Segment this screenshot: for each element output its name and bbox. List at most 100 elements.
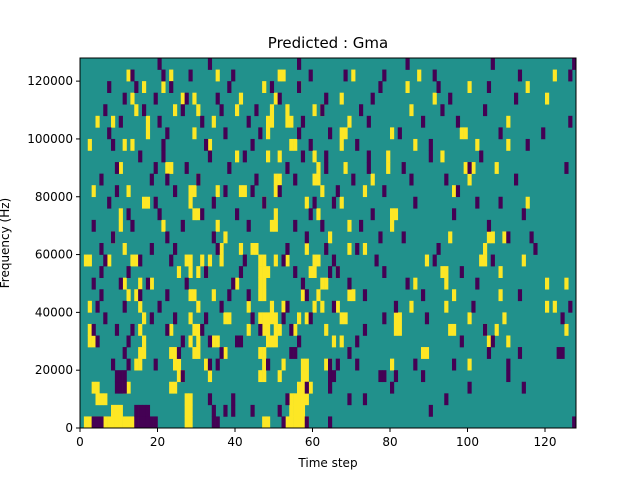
heatmap-cell-low xyxy=(207,393,213,406)
heatmap-cell-low xyxy=(91,219,96,232)
heatmap-cell-low xyxy=(200,208,205,221)
heatmap-cell-low xyxy=(161,138,166,151)
heatmap-cell-high xyxy=(277,323,282,336)
heatmap-cell-low xyxy=(138,150,143,163)
heatmap-cell-high xyxy=(312,300,317,313)
heatmap-cell-high xyxy=(184,393,189,406)
heatmap-cell-low xyxy=(161,69,166,82)
heatmap-cell-low xyxy=(223,185,228,198)
heatmap-cell-low xyxy=(122,370,127,383)
heatmap-cell-high xyxy=(180,92,185,105)
heatmap-cell-low xyxy=(413,196,418,209)
heatmap-cell-high xyxy=(258,266,263,278)
heatmap-cell-low xyxy=(250,185,255,198)
heatmap-cell-low xyxy=(165,173,170,186)
heatmap-cell-low xyxy=(521,381,526,394)
heatmap-cell-high xyxy=(343,127,348,140)
heatmap-cell-high xyxy=(297,393,302,406)
x-axis-label: Time step xyxy=(297,456,357,470)
heatmap-cell-high xyxy=(300,381,306,394)
heatmap-cell-low xyxy=(238,335,244,348)
heatmap-cell-high xyxy=(273,173,278,186)
heatmap-cell-high xyxy=(370,173,375,186)
heatmap-cell-high xyxy=(506,138,511,151)
heatmap-cell-high xyxy=(409,300,414,313)
heatmap-cell-high xyxy=(525,81,530,93)
heatmap-cell-high xyxy=(444,300,449,313)
heatmap-cell-high xyxy=(207,370,213,383)
heatmap-cell-low xyxy=(479,150,484,163)
heatmap-cell-low xyxy=(564,162,569,174)
heatmap-cell-high xyxy=(207,254,213,267)
heatmap-cell-high xyxy=(475,138,480,151)
heatmap-cell-low xyxy=(180,104,185,117)
heatmap-cell-high xyxy=(351,289,356,302)
heatmap-cell-high xyxy=(281,69,286,82)
heatmap-cell-low xyxy=(153,162,158,174)
heatmap-cell-high xyxy=(169,347,174,359)
heatmap-cell-high xyxy=(262,416,267,429)
heatmap-cell-high xyxy=(424,347,430,359)
heatmap-cell-high xyxy=(142,196,147,209)
heatmap-cell-low xyxy=(211,196,216,209)
heatmap-cell-low xyxy=(347,347,352,359)
heatmap-cell-low xyxy=(382,185,387,198)
heatmap-cell-high xyxy=(483,254,488,267)
heatmap-cell-high xyxy=(324,358,329,371)
heatmap-cell-high xyxy=(91,335,96,348)
heatmap-cell-low xyxy=(436,243,441,255)
heatmap-cell-low xyxy=(355,358,360,371)
heatmap-cell-low xyxy=(366,115,371,128)
heatmap-cell-high xyxy=(111,416,116,429)
heatmap-cell-low xyxy=(126,208,131,221)
heatmap-cell-high xyxy=(262,312,267,325)
heatmap-cell-low xyxy=(331,254,337,267)
heatmap-cell-high xyxy=(273,185,278,198)
heatmap-cell-high xyxy=(87,323,92,336)
heatmap-cell-low xyxy=(157,58,162,70)
heatmap-cell-high xyxy=(413,277,418,290)
heatmap-cell-high xyxy=(289,115,294,128)
heatmap-cell-low xyxy=(568,115,573,128)
heatmap-cell-low xyxy=(366,162,371,174)
heatmap-cell-low xyxy=(366,150,371,163)
heatmap-cell-high xyxy=(347,115,352,128)
heatmap-cell-high xyxy=(184,254,189,267)
heatmap-cell-low xyxy=(215,358,220,371)
heatmap-cell-low xyxy=(486,347,492,359)
heatmap-cell-high xyxy=(238,92,244,105)
heatmap-cell-high xyxy=(111,404,116,417)
heatmap-cell-high xyxy=(316,254,321,267)
heatmap-cell-low xyxy=(393,370,399,383)
heatmap-cell-high xyxy=(223,347,228,359)
heatmap-cell-high xyxy=(393,323,399,336)
heatmap-cell-high xyxy=(246,323,251,336)
heatmap-cell-low xyxy=(297,81,302,93)
heatmap-cell-low xyxy=(99,416,104,429)
heatmap-cell-high xyxy=(494,162,499,174)
heatmap-cell-high xyxy=(145,127,151,140)
heatmap-cell-low xyxy=(114,162,120,174)
heatmap-cell-high xyxy=(300,393,306,406)
heatmap-cell-low xyxy=(246,115,251,128)
heatmap-cell-high xyxy=(312,254,317,267)
heatmap-cell-low xyxy=(103,254,108,267)
heatmap-cell-low xyxy=(324,150,329,163)
heatmap-cell-low xyxy=(517,289,523,302)
heatmap-cell-low xyxy=(568,69,573,82)
heatmap-cell-low xyxy=(184,92,189,105)
heatmap-cell-high xyxy=(126,416,131,429)
heatmap-cell-high xyxy=(211,115,216,128)
heatmap-cell-high xyxy=(269,300,275,313)
heatmap-cell-high xyxy=(184,404,189,417)
heatmap-cell-high xyxy=(118,208,123,221)
heatmap-cell-low xyxy=(211,416,216,429)
heatmap-cell-low xyxy=(432,254,437,267)
heatmap-cell-low xyxy=(277,92,282,105)
heatmap-cell-high xyxy=(192,347,197,359)
heatmap-cell-low xyxy=(455,185,461,198)
heatmap-cell-low xyxy=(297,58,302,70)
heatmap-cell-high xyxy=(169,381,174,394)
heatmap-cell-low xyxy=(111,358,116,371)
heatmap-cell-high xyxy=(347,289,352,302)
